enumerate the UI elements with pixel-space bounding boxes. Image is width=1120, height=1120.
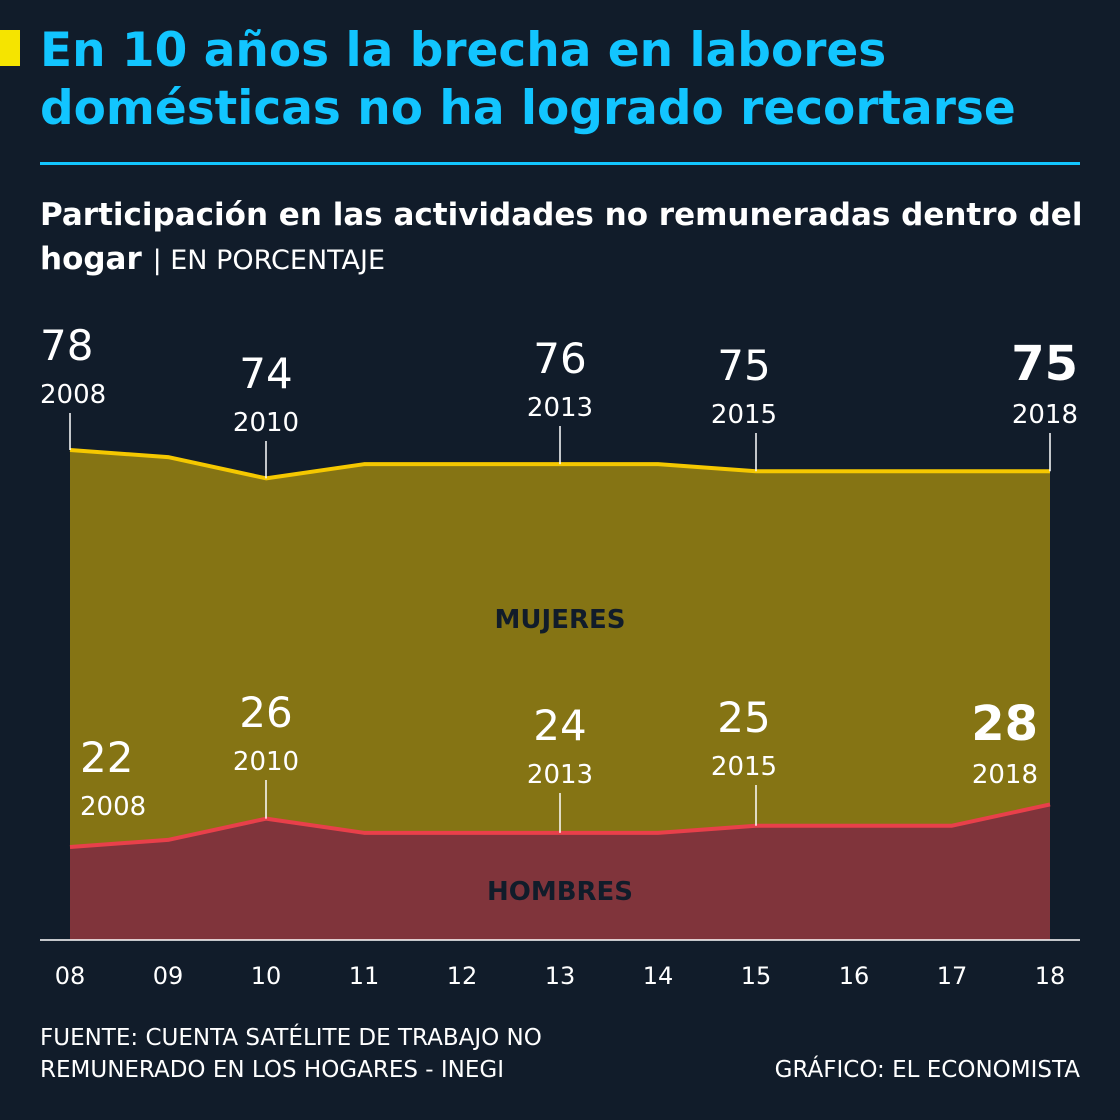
source-note: FUENTE: CUENTA SATÉLITE DE TRABAJO NO RE… — [40, 1025, 542, 1083]
mujeres-area — [70, 450, 1050, 847]
mujeres-callout-year: 2018 — [1012, 400, 1078, 430]
chart-title: En 10 años la brecha en labores doméstic… — [40, 23, 1016, 136]
title-divider — [40, 162, 1080, 165]
x-tick-label: 18 — [1035, 962, 1066, 990]
hombres-callout-value: 25 — [717, 693, 770, 742]
mujeres-callout-year: 2015 — [711, 400, 777, 430]
hombres-callout-year: 2010 — [233, 747, 299, 777]
hombres-area — [70, 804, 1050, 940]
x-tick-label: 15 — [741, 962, 772, 990]
x-tick-label: 09 — [153, 962, 184, 990]
series-label-mujeres: MUJERES — [495, 605, 626, 635]
hombres-callout-value: 26 — [239, 688, 292, 737]
area-chart: 08 09 10 11 12 13 14 15 16 17 18 MUJERES HOMBRES 78 20… — [40, 321, 1080, 990]
mujeres-callout-year: 2010 — [233, 408, 299, 438]
series-label-hombres: HOMBRES — [487, 877, 633, 907]
mujeres-callout-value: 74 — [239, 349, 292, 398]
subtitle-text: Participación en las actividades no remu… — [40, 197, 1083, 277]
hombres-callout-year: 2015 — [711, 752, 777, 782]
unit-label: | EN PORCENTAJE — [152, 245, 386, 276]
hombres-callout-year: 2018 — [972, 760, 1038, 790]
mujeres-callout-value: 78 — [40, 321, 93, 370]
x-tick-label: 08 — [55, 962, 86, 990]
x-tick-label: 11 — [349, 962, 380, 990]
mujeres-callout-year: 2013 — [527, 393, 593, 423]
hombres-callout-value: 24 — [533, 701, 586, 750]
x-tick-label: 17 — [937, 962, 968, 990]
mujeres-callout-value: 76 — [533, 334, 586, 383]
hombres-callout-year: 2008 — [80, 792, 146, 822]
x-tick-label: 16 — [839, 962, 870, 990]
hombres-callout-value: 28 — [971, 696, 1038, 752]
x-tick-label: 10 — [251, 962, 282, 990]
accent-bar — [0, 30, 20, 66]
mujeres-line — [69, 448, 1050, 481]
mujeres-callout-value: 75 — [717, 341, 770, 390]
chart-subtitle: Participación en las actividades no remu… — [40, 193, 1100, 283]
mujeres-callout-year: 2008 — [40, 380, 106, 410]
x-tick-label: 12 — [447, 962, 478, 990]
hombres-callout-value: 22 — [80, 733, 133, 782]
hombres-callout-year: 2013 — [527, 760, 593, 790]
x-tick-label: 13 — [545, 962, 576, 990]
mujeres-callout-value: 75 — [1011, 336, 1078, 392]
credit-note: GRÁFICO: EL ECONOMISTA — [774, 1057, 1080, 1083]
x-tick-label: 14 — [643, 962, 674, 990]
